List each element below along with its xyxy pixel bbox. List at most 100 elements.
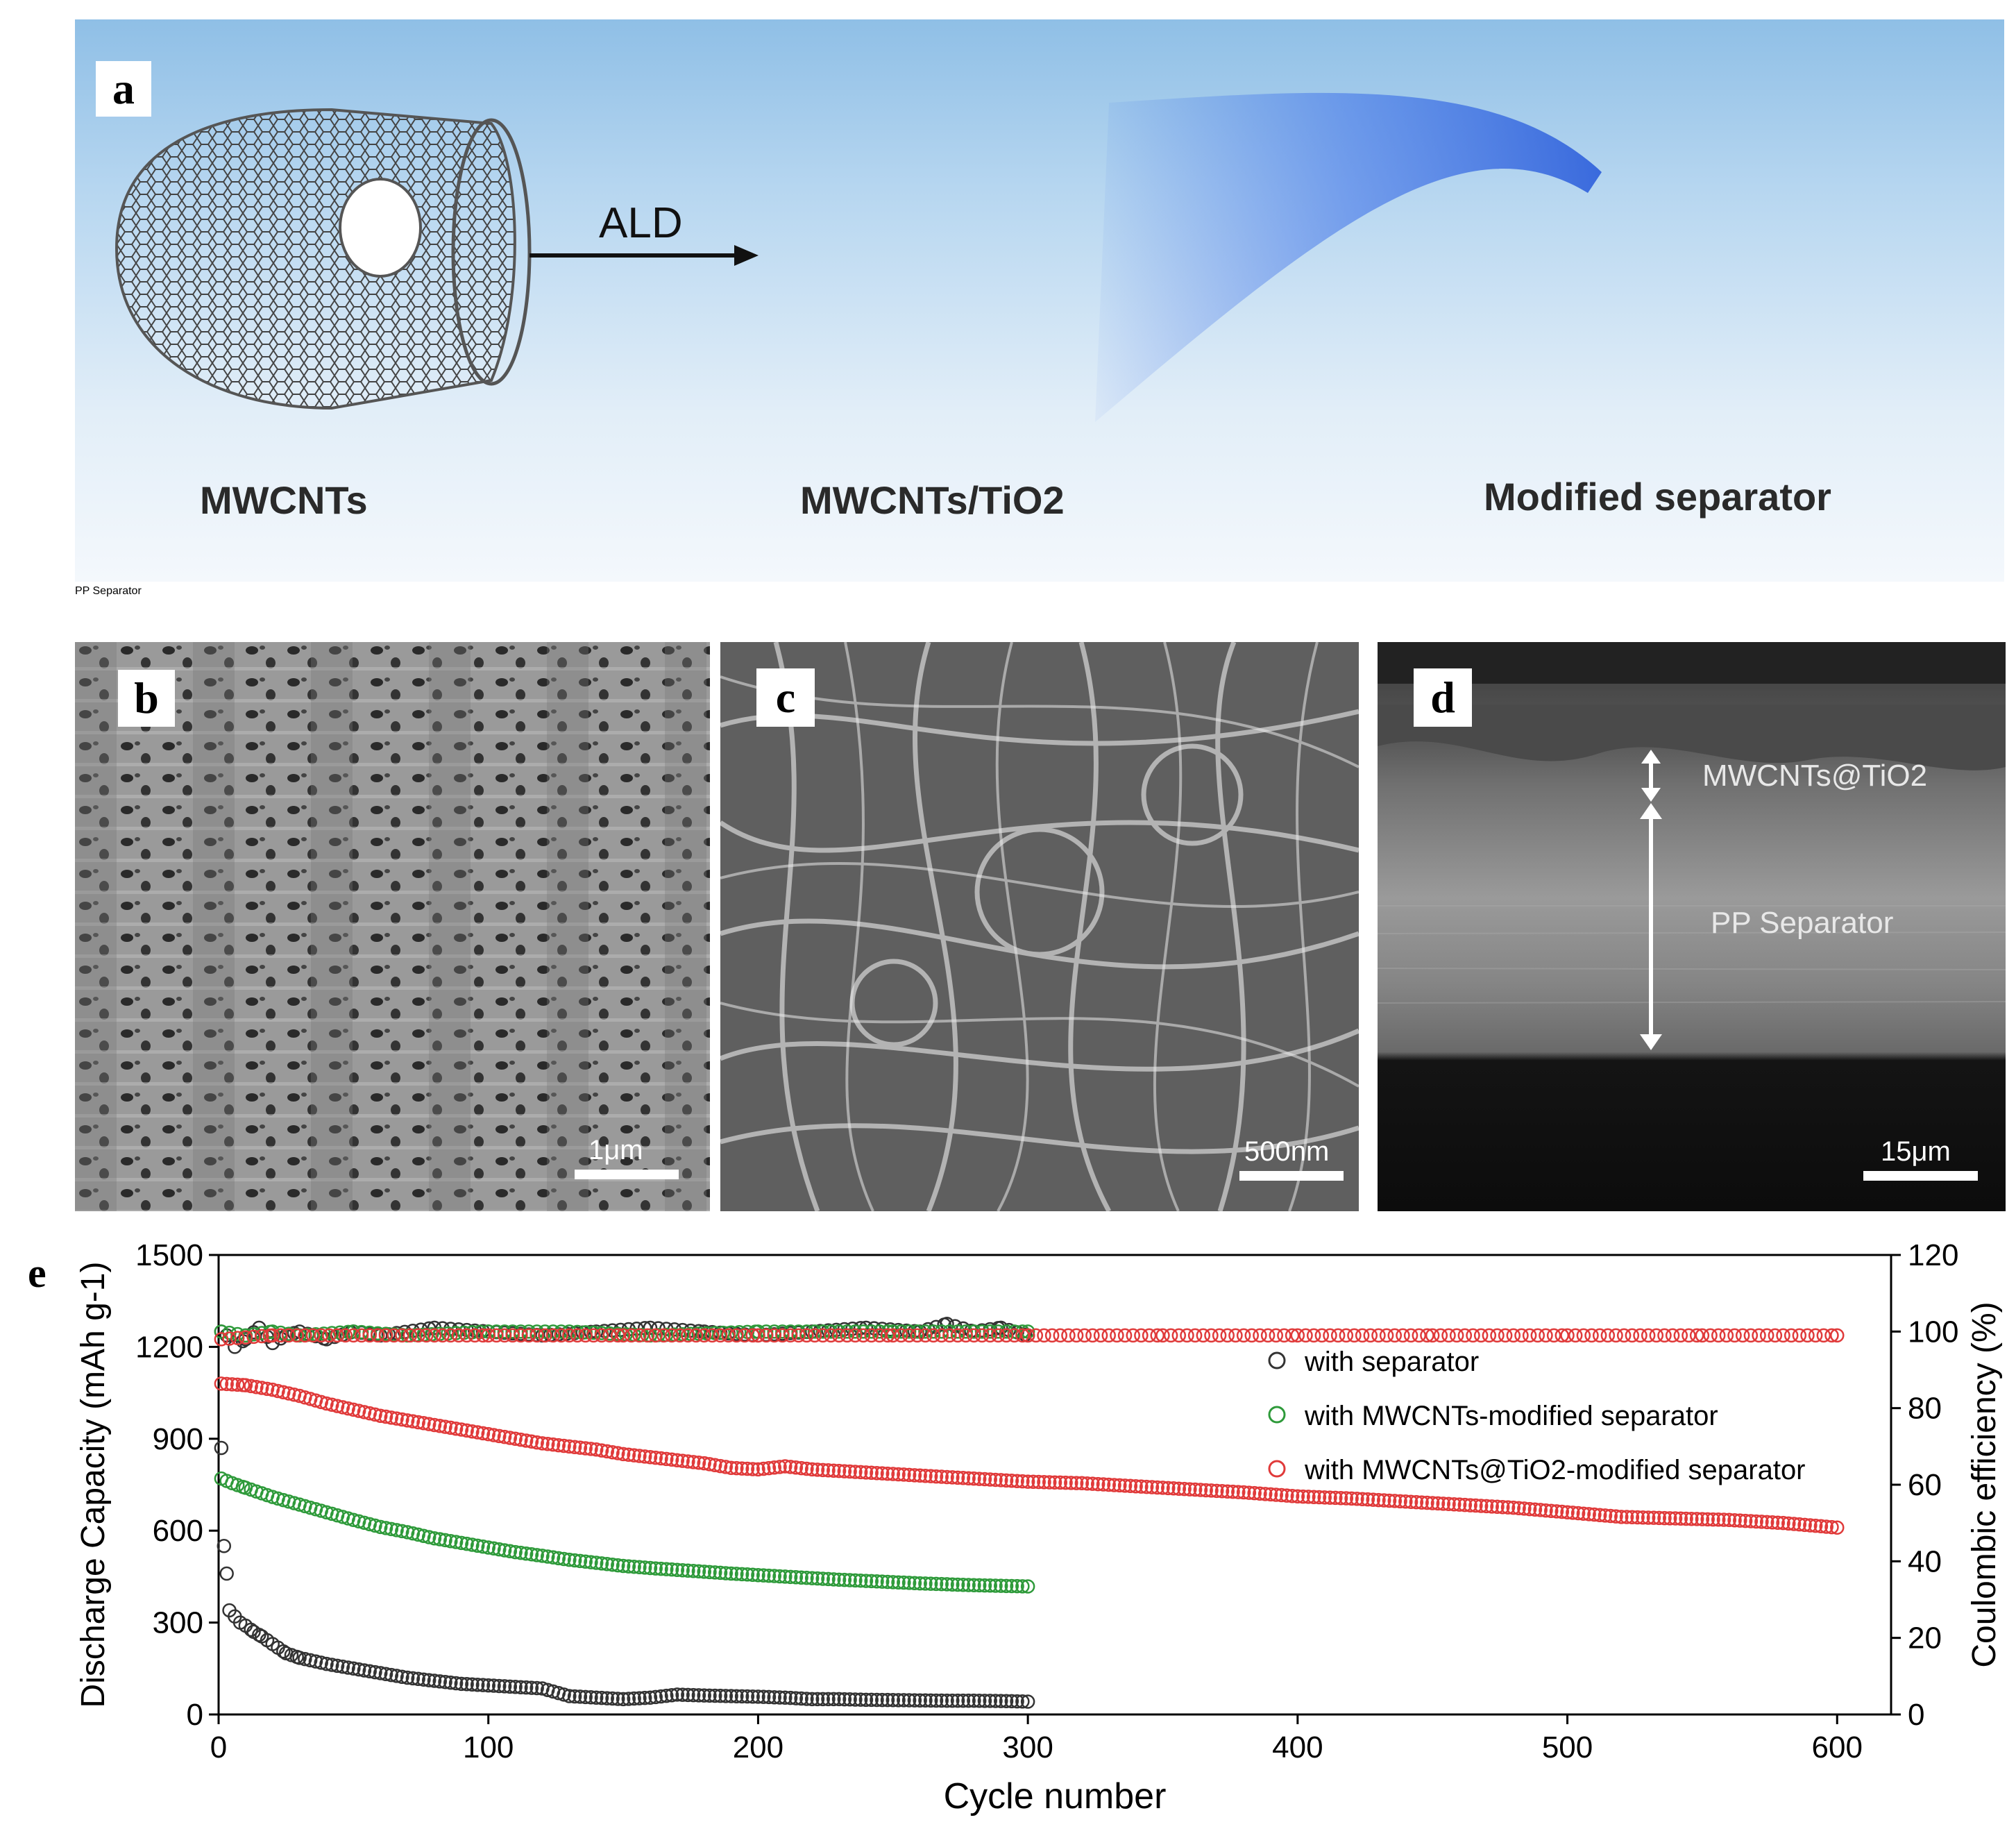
y-right-tick-label: 100 — [1908, 1315, 1958, 1349]
capacity-point — [1015, 1474, 1030, 1489]
capacity-point — [907, 1468, 922, 1483]
efficiency-point — [775, 1328, 790, 1343]
scale-bar-c — [1239, 1171, 1344, 1181]
efficiency-point — [602, 1328, 617, 1343]
efficiency-point — [1371, 1328, 1386, 1343]
capacity-point — [659, 1451, 674, 1467]
capacity-point — [557, 1551, 571, 1567]
capacity-point — [1468, 1498, 1483, 1513]
capacity-point — [346, 1402, 361, 1417]
capacity-point — [588, 1556, 604, 1570]
sem-image-d: d MWCNTs@TiO2 PP Separator 15μm — [1378, 642, 2006, 1211]
capacity-point — [1096, 1477, 1111, 1492]
capacity-point — [1582, 1507, 1596, 1522]
capacity-point — [827, 1572, 841, 1587]
capacity-point — [1058, 1475, 1073, 1490]
capacity-point — [659, 1562, 674, 1576]
capacity-point — [853, 1465, 868, 1480]
capacity-point — [740, 1567, 755, 1582]
capacity-point — [335, 1400, 350, 1415]
capacity-point — [702, 1688, 717, 1703]
capacity-point — [1387, 1494, 1403, 1508]
efficiency-point — [1584, 1328, 1599, 1343]
capacity-point — [1539, 1503, 1553, 1518]
capacity-point — [913, 1468, 927, 1483]
efficiency-point — [1752, 1328, 1766, 1343]
capacity-point — [427, 1417, 442, 1433]
efficiency-point — [1719, 1328, 1734, 1343]
capacity-point — [611, 1692, 625, 1706]
capacity-point — [1183, 1482, 1197, 1497]
capacity-point — [761, 1568, 777, 1583]
mwcnt-tube-illustration — [115, 108, 532, 410]
capacity-point — [1015, 1694, 1030, 1709]
capacity-point — [1786, 1517, 1802, 1531]
capacity-point — [594, 1690, 609, 1705]
capacity-point — [794, 1460, 808, 1476]
capacity-point — [443, 1675, 458, 1690]
scale-bar-b — [575, 1170, 679, 1179]
capacity-point — [1198, 1483, 1213, 1498]
capacity-point — [335, 1659, 350, 1674]
capacity-point — [1684, 1511, 1699, 1526]
efficiency-point — [1530, 1328, 1545, 1343]
efficiency-point — [554, 1328, 568, 1343]
capacity-point — [545, 1550, 561, 1565]
efficiency-point — [1244, 1328, 1260, 1343]
capacity-point — [1306, 1490, 1321, 1504]
capacity-point — [357, 1663, 372, 1678]
capacity-point — [831, 1572, 847, 1587]
capacity-point — [691, 1455, 706, 1470]
capacity-point — [901, 1467, 917, 1483]
capacity-point — [913, 1693, 927, 1708]
efficiency-point — [697, 1328, 711, 1343]
capacity-point — [1430, 1496, 1446, 1511]
capacity-point — [357, 1515, 372, 1531]
efficiency-point — [1625, 1328, 1640, 1343]
efficiency-point — [1441, 1328, 1456, 1343]
efficiency-point — [1457, 1328, 1473, 1343]
capacity-point — [1722, 1512, 1737, 1528]
capacity-point — [502, 1544, 518, 1559]
capacity-point — [588, 1442, 604, 1457]
efficiency-point — [807, 1328, 822, 1343]
capacity-point — [1107, 1478, 1121, 1492]
capacity-point — [772, 1460, 787, 1474]
capacity-point — [421, 1530, 437, 1544]
capacity-point — [837, 1464, 852, 1478]
efficiency-point — [419, 1328, 434, 1343]
capacity-point — [395, 1669, 409, 1684]
capacity-point — [271, 1383, 285, 1399]
x-tick-label: 100 — [463, 1730, 514, 1764]
capacity-point — [858, 1574, 874, 1588]
capacity-point — [1533, 1503, 1548, 1517]
efficiency-point — [570, 1324, 585, 1340]
efficiency-point — [1759, 1328, 1774, 1343]
capacity-point — [497, 1679, 512, 1694]
capacity-point — [880, 1692, 895, 1708]
capacity-point — [373, 1408, 388, 1423]
capacity-point — [1269, 1487, 1283, 1502]
capacity-point — [287, 1387, 302, 1402]
capacity-point — [648, 1450, 663, 1465]
capacity-point — [1398, 1494, 1413, 1509]
efficiency-point — [305, 1328, 321, 1343]
efficiency-point — [934, 1324, 949, 1339]
capacity-point — [918, 1576, 933, 1591]
efficiency-point — [664, 1328, 679, 1343]
capacity-point — [734, 1689, 749, 1704]
efficiency-point — [505, 1328, 520, 1343]
y-tick-label: 1500 — [135, 1238, 203, 1272]
x-tick-label: 300 — [1002, 1730, 1053, 1764]
capacity-point — [940, 1693, 954, 1708]
capacity-point — [341, 1660, 355, 1675]
capacity-point — [1010, 1474, 1024, 1488]
capacity-point — [384, 1667, 399, 1683]
capacity-point — [886, 1693, 901, 1708]
capacity-point — [1500, 1500, 1516, 1515]
capacity-point — [815, 1692, 830, 1707]
capacity-point — [621, 1692, 636, 1706]
capacity-point — [886, 1467, 901, 1481]
capacity-point — [675, 1562, 690, 1578]
legend-label: with MWCNTs-modified separator — [1304, 1401, 1718, 1431]
